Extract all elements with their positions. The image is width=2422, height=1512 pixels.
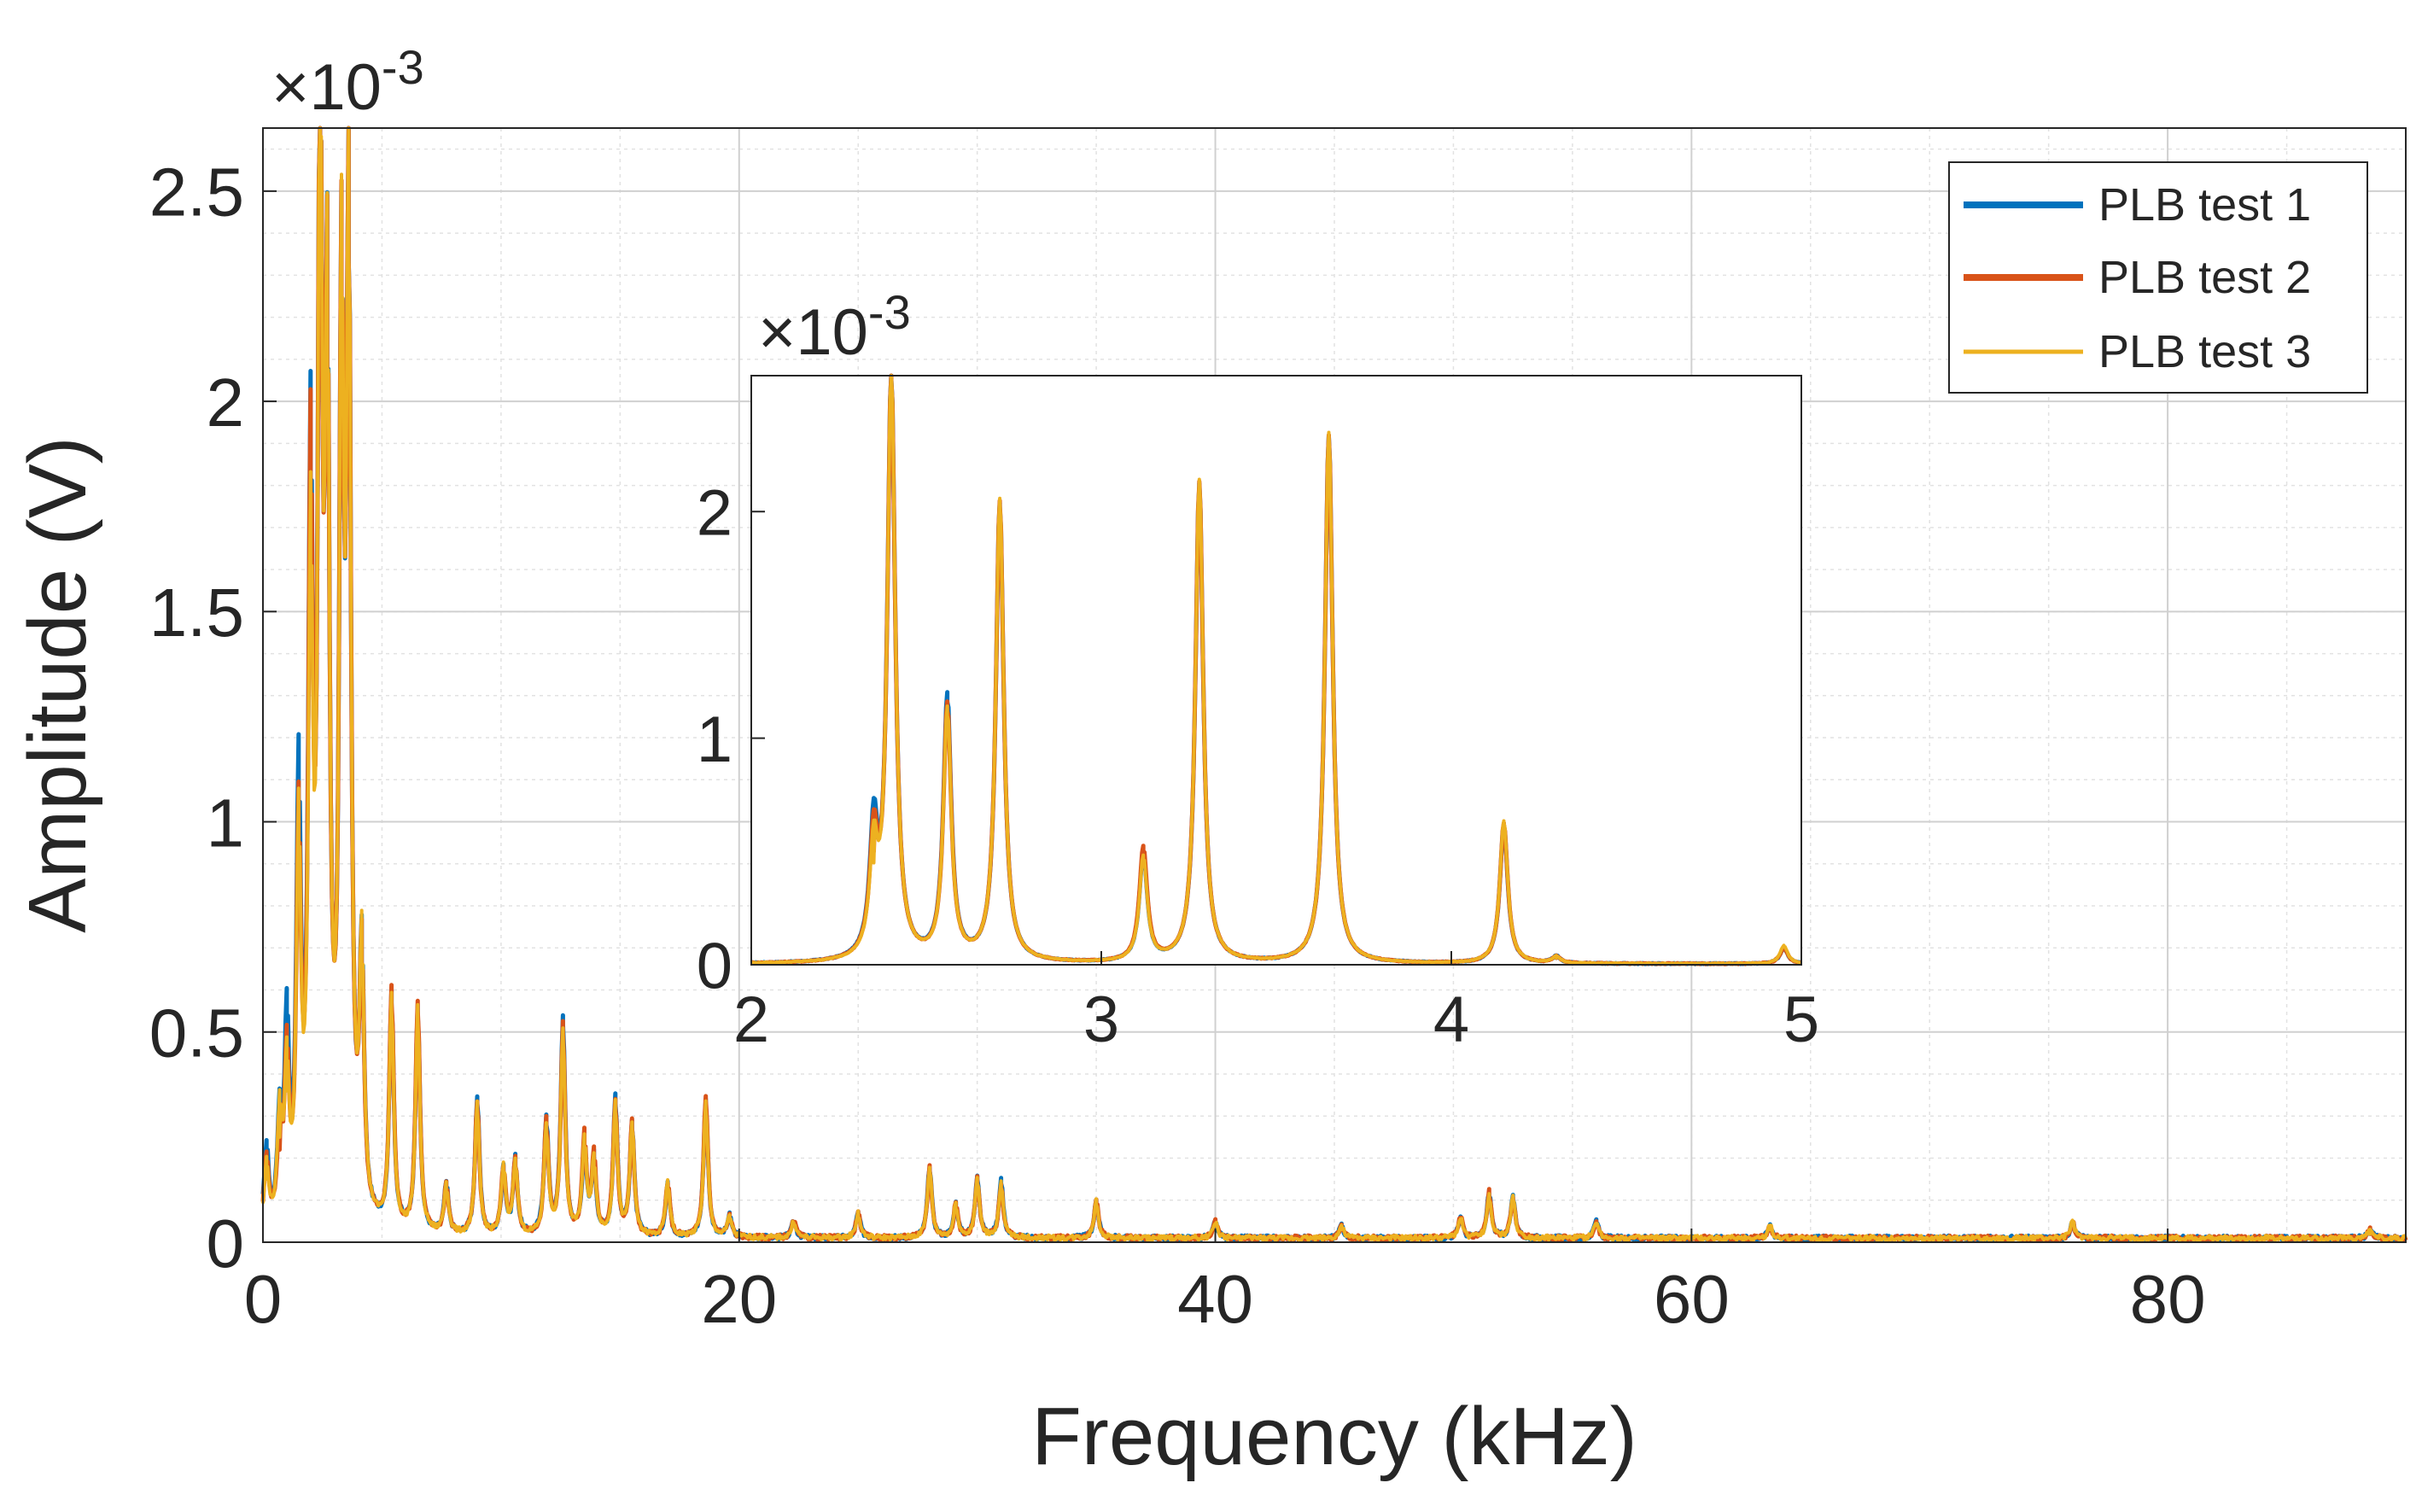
x-tick-label: 20 bbox=[701, 1261, 777, 1337]
y-tick-label: 2 bbox=[697, 477, 732, 550]
main-axes-box bbox=[262, 127, 2407, 1243]
y-tick-label: 0 bbox=[207, 1206, 245, 1281]
inset-y-exponent-label: ×10-3 bbox=[758, 285, 911, 369]
x-tick-label: 60 bbox=[1654, 1261, 1730, 1337]
inset-axes-box bbox=[750, 375, 1802, 966]
legend-label: PLB test 1 bbox=[2098, 179, 2311, 231]
y-tick-label: 1.5 bbox=[149, 575, 244, 651]
main-x-axis-label: Frequency (kHz) bbox=[1031, 1391, 1637, 1482]
legend-label: PLB test 2 bbox=[2098, 252, 2311, 303]
inset-series-group bbox=[750, 373, 1803, 966]
x-tick-label: 2 bbox=[733, 984, 769, 1056]
legend-entry: PLB test 3 bbox=[1964, 326, 2311, 377]
series-line-3 bbox=[261, 126, 2407, 1243]
x-tick-label: 80 bbox=[2130, 1261, 2206, 1337]
main-series-group bbox=[260, 126, 2408, 1243]
y-tick-label: 1 bbox=[697, 703, 732, 776]
y-tick-label: 2 bbox=[207, 365, 245, 441]
inset-ticks: 2 3 4 5 0 1 2 bbox=[697, 477, 1819, 1056]
y-tick-label: 0 bbox=[697, 930, 732, 1002]
legend-entry: PLB test 1 bbox=[1964, 179, 2311, 231]
x-tick-label: 5 bbox=[1783, 984, 1819, 1056]
y-tick-label: 0.5 bbox=[149, 995, 244, 1071]
inset-axes: 2 3 4 5 0 1 2 ×10-3 bbox=[697, 285, 1819, 1056]
legend-label: PLB test 3 bbox=[2098, 326, 2311, 377]
x-tick-label: 4 bbox=[1433, 984, 1469, 1056]
x-tick-label: 3 bbox=[1083, 984, 1119, 1056]
x-tick-label: 40 bbox=[1177, 1261, 1253, 1337]
main-y-exponent-label: ×10-3 bbox=[271, 40, 424, 124]
y-tick-label: 2.5 bbox=[149, 155, 244, 231]
legend-entry: PLB test 2 bbox=[1964, 252, 2311, 303]
series-line-3 bbox=[750, 374, 1802, 966]
y-tick-label: 1 bbox=[207, 785, 245, 861]
legend: PLB test 1 PLB test 2 PLB test 3 bbox=[1948, 161, 2368, 394]
inset-plot-area bbox=[751, 376, 1801, 965]
main-y-axis-label: Amplitude (V) bbox=[12, 436, 103, 933]
x-tick-label: 0 bbox=[244, 1261, 283, 1337]
